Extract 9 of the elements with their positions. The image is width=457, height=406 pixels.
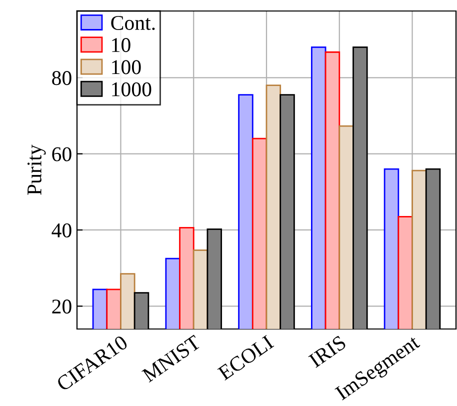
legend-label: Cont. bbox=[111, 16, 155, 30]
y-axis-title: Purity bbox=[27, 144, 46, 195]
legend-label: 10 bbox=[112, 38, 130, 52]
legend-label: 100 bbox=[112, 60, 141, 74]
y-tick-label: 40 bbox=[52, 223, 72, 238]
legend-label: 1000 bbox=[112, 82, 152, 96]
y-tick-label: 20 bbox=[52, 300, 72, 314]
y-tick-label: 60 bbox=[52, 147, 72, 162]
y-tick-label: 80 bbox=[52, 71, 72, 86]
